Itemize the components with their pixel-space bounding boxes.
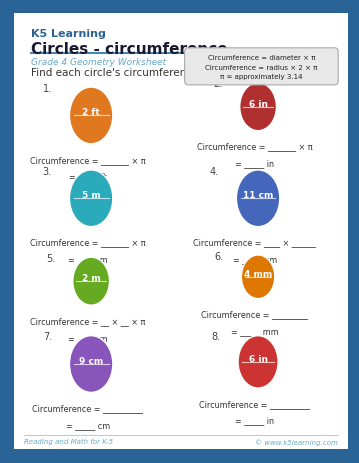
Text: 2 m: 2 m <box>82 274 101 282</box>
Text: Reading and Math for K-5: Reading and Math for K-5 <box>24 438 113 444</box>
Text: 6 in: 6 in <box>248 354 267 363</box>
Circle shape <box>244 259 272 296</box>
Text: 6 in: 6 in <box>248 100 267 108</box>
Circle shape <box>242 87 274 128</box>
Circle shape <box>75 261 107 302</box>
Text: Circumference = _______ × π: Circumference = _______ × π <box>197 142 313 151</box>
Text: Find each circle's circumference.: Find each circle's circumference. <box>31 68 202 78</box>
Text: © www.k5learning.com: © www.k5learning.com <box>255 438 338 445</box>
Text: 11 cm: 11 cm <box>243 191 273 200</box>
Circle shape <box>73 92 109 140</box>
Text: 1.: 1. <box>43 83 52 94</box>
Text: 4 mm: 4 mm <box>244 269 272 278</box>
Text: Grade 4 Geometry Worksheet: Grade 4 Geometry Worksheet <box>31 57 166 66</box>
Circle shape <box>73 175 109 223</box>
Text: = _____ mm: = _____ mm <box>231 326 279 335</box>
Text: 7.: 7. <box>43 332 52 342</box>
Circle shape <box>240 83 276 131</box>
Text: 5 m: 5 m <box>82 191 101 200</box>
Circle shape <box>69 336 113 393</box>
Text: Circumference = diameter × π: Circumference = diameter × π <box>208 55 315 61</box>
Text: Circumference = _______ × π: Circumference = _______ × π <box>30 238 146 247</box>
Text: = _____ m: = _____ m <box>68 255 108 263</box>
Text: = _____ in: = _____ in <box>235 159 274 168</box>
Text: Circumference = radius × 2 × π: Circumference = radius × 2 × π <box>205 64 318 70</box>
FancyBboxPatch shape <box>14 14 348 449</box>
Text: 9 cm: 9 cm <box>79 356 103 365</box>
Text: Circles - circumference: Circles - circumference <box>31 42 228 57</box>
Text: 2 ft: 2 ft <box>82 108 100 117</box>
FancyBboxPatch shape <box>185 49 338 86</box>
Text: Circumference = __________: Circumference = __________ <box>199 399 310 408</box>
Text: π ≈ approximately 3.14: π ≈ approximately 3.14 <box>220 74 303 80</box>
Circle shape <box>73 340 109 388</box>
Circle shape <box>241 256 275 299</box>
Circle shape <box>238 336 278 388</box>
Text: 6.: 6. <box>215 251 224 261</box>
Text: Circumference = _________: Circumference = _________ <box>201 310 308 319</box>
Circle shape <box>73 257 109 306</box>
Text: = _____ ft: = _____ ft <box>69 172 107 181</box>
Text: Circumference = ____ × ______: Circumference = ____ × ______ <box>194 238 316 247</box>
Text: 3.: 3. <box>43 166 52 176</box>
Text: 2.: 2. <box>213 79 222 89</box>
Circle shape <box>69 88 113 144</box>
Text: = _____ cm: = _____ cm <box>66 420 110 429</box>
Text: = _____ cm: = _____ cm <box>233 255 277 263</box>
Text: 5.: 5. <box>46 253 55 263</box>
Text: Circumference = __________: Circumference = __________ <box>32 403 143 413</box>
Circle shape <box>236 170 280 227</box>
Circle shape <box>240 175 276 223</box>
Circle shape <box>241 340 275 384</box>
Text: K5 Learning: K5 Learning <box>31 29 106 39</box>
Circle shape <box>69 170 113 227</box>
Text: = _____ m: = _____ m <box>68 333 108 342</box>
Text: 8.: 8. <box>211 332 220 342</box>
Text: Circumference = __ × __ × π: Circumference = __ × __ × π <box>30 316 145 325</box>
Text: Circumference = _______ × π: Circumference = _______ × π <box>30 156 146 164</box>
Text: 4.: 4. <box>210 166 219 176</box>
Text: = _____ in: = _____ in <box>235 416 274 425</box>
